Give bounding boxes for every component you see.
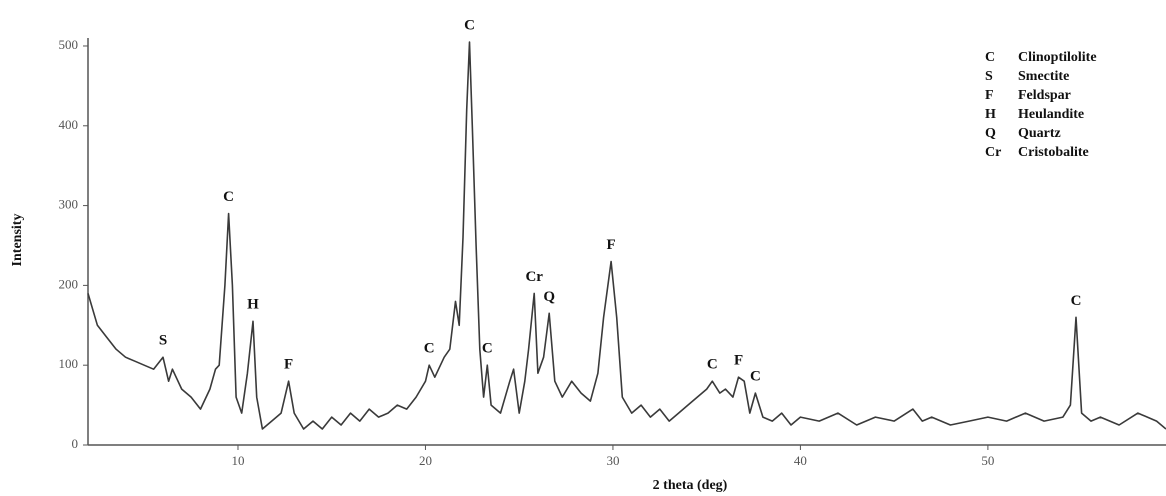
peak-label: C — [223, 189, 234, 205]
x-tick-label: 10 — [231, 453, 244, 468]
peak-label: F — [606, 237, 615, 253]
legend-symbol: Cr — [985, 145, 1001, 160]
peak-label: S — [159, 333, 167, 349]
peak-label: Cr — [525, 269, 543, 285]
y-tick-label: 400 — [59, 117, 79, 132]
y-axis-label: Intensity — [10, 214, 25, 267]
legend-symbol: H — [985, 107, 996, 122]
legend-name: Quartz — [1018, 126, 1061, 141]
peak-label: H — [247, 297, 259, 313]
peak-label: C — [707, 357, 718, 373]
legend-symbol: Q — [985, 126, 996, 141]
peak-label: C — [424, 341, 435, 357]
legend-name: Cristobalite — [1018, 145, 1089, 160]
legend-symbol: C — [985, 50, 995, 65]
peak-label: C — [464, 17, 475, 33]
legend-name: Clinoptilolite — [1018, 50, 1097, 65]
x-tick-label: 30 — [606, 453, 619, 468]
peak-label: C — [1071, 293, 1082, 309]
y-tick-label: 100 — [59, 356, 79, 371]
peak-label: F — [734, 353, 743, 369]
y-tick-label: 200 — [59, 276, 79, 291]
xrd-trace — [87, 41, 1166, 430]
peak-label: C — [750, 369, 761, 385]
legend-symbol: S — [985, 69, 993, 84]
legend-name: Heulandite — [1018, 107, 1084, 122]
y-tick-label: 0 — [72, 436, 79, 451]
y-tick-label: 300 — [59, 197, 79, 212]
peak-label: F — [284, 357, 293, 373]
y-tick-label: 500 — [59, 37, 79, 52]
peak-label: C — [482, 341, 493, 357]
x-tick-label: 20 — [419, 453, 432, 468]
x-axis-label: 2 theta (deg) — [653, 478, 728, 493]
peak-label: Q — [543, 289, 555, 305]
legend-name: Smectite — [1018, 69, 1069, 84]
x-tick-label: 40 — [794, 453, 807, 468]
x-tick-label: 50 — [981, 453, 994, 468]
legend-symbol: F — [985, 88, 994, 103]
legend-name: Feldspar — [1018, 88, 1071, 103]
